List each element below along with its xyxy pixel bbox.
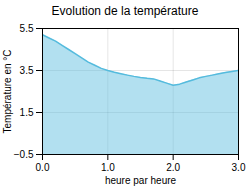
svg-text:2.0: 2.0 [166, 162, 180, 173]
html-text:Evolution de la température: Evolution de la température [51, 4, 199, 18]
svg-text:heure par heure: heure par heure [105, 175, 177, 186]
svg-text:1.5: 1.5 [20, 107, 34, 118]
svg-text:3.5: 3.5 [20, 65, 34, 76]
svg-text:0.0: 0.0 [36, 162, 50, 173]
svg-text:3.0: 3.0 [232, 162, 246, 173]
svg-text:5.5: 5.5 [20, 23, 34, 34]
svg-text:Température en °C: Température en °C [2, 49, 13, 133]
svg-text:−0.5: −0.5 [14, 149, 34, 160]
svg-text:1.0: 1.0 [101, 162, 115, 173]
